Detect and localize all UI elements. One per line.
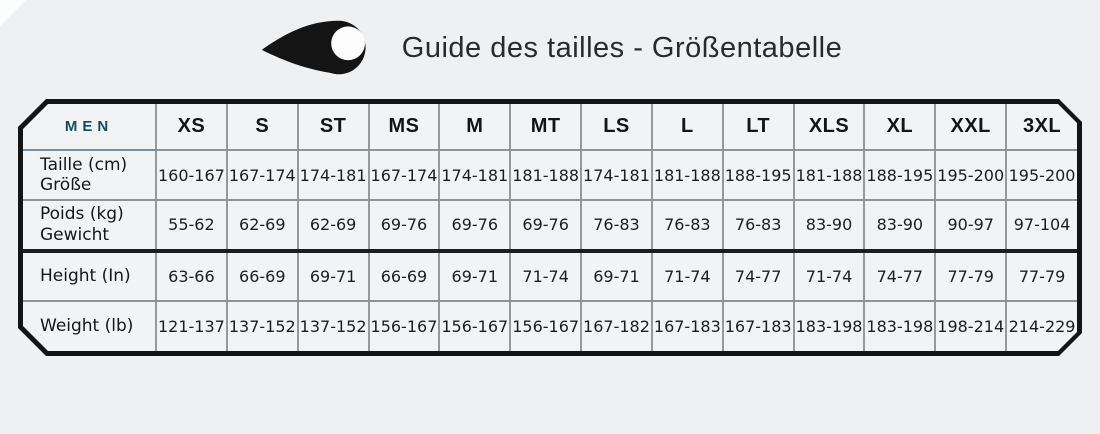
size-value-cell: 183-198 xyxy=(794,301,865,351)
size-column-header-xxl: XXL xyxy=(935,104,1006,150)
size-column-header-ls: LS xyxy=(581,104,652,150)
size-value-cell: 76-83 xyxy=(723,200,794,250)
size-value-cell: 183-198 xyxy=(864,301,935,351)
size-value-cell: 97-104 xyxy=(1006,200,1077,250)
size-table-body: Taille (cm) Größe 160-167 167-174 174-181 167… xyxy=(23,150,1077,351)
size-value-cell: 83-90 xyxy=(794,200,865,250)
size-value-cell: 167-183 xyxy=(723,301,794,351)
size-value-cell: 71-74 xyxy=(510,251,581,301)
size-column-header-l: L xyxy=(652,104,723,150)
size-value-cell: 167-183 xyxy=(652,301,723,351)
header: Guide des tailles - Größentabelle xyxy=(0,6,1100,90)
size-value-cell: 69-71 xyxy=(298,251,369,301)
size-value-cell: 55-62 xyxy=(156,200,227,250)
page-corner-fold xyxy=(0,0,26,26)
size-value-cell: 174-181 xyxy=(581,150,652,200)
size-column-header-mt: MT xyxy=(510,104,581,150)
size-value-cell: 77-79 xyxy=(935,251,1006,301)
row-label: Taille (cm) Größe xyxy=(23,150,156,200)
size-column-header-st: ST xyxy=(298,104,369,150)
size-value-cell: 77-79 xyxy=(1006,251,1077,301)
size-value-cell: 76-83 xyxy=(652,200,723,250)
size-column-header-ms: MS xyxy=(369,104,440,150)
size-value-cell: 198-214 xyxy=(935,301,1006,351)
size-value-cell: 156-167 xyxy=(510,301,581,351)
row-label: Weight (lb) xyxy=(40,316,134,337)
table-row: Weight (lb) 121-137 137-152 137-152 156-167 1… xyxy=(23,301,1077,351)
size-column-header-xs: XS xyxy=(156,104,227,150)
size-value-cell: 167-174 xyxy=(369,150,440,200)
row-label: Poids (kg) Gewicht xyxy=(23,200,156,250)
size-value-cell: 174-181 xyxy=(439,150,510,200)
size-value-cell: 167-182 xyxy=(581,301,652,351)
size-value-cell: 181-188 xyxy=(794,150,865,200)
size-column-header-m: M xyxy=(439,104,510,150)
size-value-cell: 174-181 xyxy=(298,150,369,200)
size-value-cell: 69-76 xyxy=(510,200,581,250)
size-value-cell: 181-188 xyxy=(652,150,723,200)
size-value-cell: 69-71 xyxy=(439,251,510,301)
size-column-header-xls: XLS xyxy=(794,104,865,150)
size-value-cell: 167-174 xyxy=(227,150,298,200)
size-value-cell: 71-74 xyxy=(652,251,723,301)
size-value-cell: 156-167 xyxy=(369,301,440,351)
size-value-cell: 181-188 xyxy=(510,150,581,200)
size-value-cell: 121-137 xyxy=(156,301,227,351)
size-value-cell: 74-77 xyxy=(864,251,935,301)
size-value-cell: 188-195 xyxy=(864,150,935,200)
table-row: Poids (kg) Gewicht 55-62 62-69 62-69 69-76 69-… xyxy=(23,200,1077,250)
size-column-header-xl: XL xyxy=(864,104,935,150)
size-value-cell: 195-200 xyxy=(935,150,1006,200)
size-header-row: MEN XS S ST MS M MT LS L LT XLS XL XXL 3XL xyxy=(23,104,1077,150)
size-value-cell: 71-74 xyxy=(794,251,865,301)
size-value-cell: 156-167 xyxy=(439,301,510,351)
size-value-cell: 90-97 xyxy=(935,200,1006,250)
page-title: Guide des tailles - Größentabelle xyxy=(401,31,843,64)
gender-group-label: MEN xyxy=(23,104,156,150)
size-value-cell: 137-152 xyxy=(298,301,369,351)
size-value-cell: 69-76 xyxy=(439,200,510,250)
size-column-header-3xl: 3XL xyxy=(1006,104,1077,150)
size-value-cell: 66-69 xyxy=(369,251,440,301)
size-table: MEN XS S ST MS M MT LS L LT XLS XL XXL 3XL Taille (c… xyxy=(23,104,1077,351)
size-value-cell: 74-77 xyxy=(723,251,794,301)
size-value-cell: 214-229 xyxy=(1006,301,1077,351)
size-value-cell: 188-195 xyxy=(723,150,794,200)
row-label: Height (In) xyxy=(23,251,156,301)
table-row: Height (In) 63-66 66-69 69-71 66-69 69-71 71-7… xyxy=(23,251,1077,301)
size-value-cell: 62-69 xyxy=(227,200,298,250)
size-column-header-s: S xyxy=(227,104,298,150)
size-table-frame: MEN XS S ST MS M MT LS L LT XLS XL XXL 3XL Taille (c… xyxy=(18,99,1082,356)
size-value-cell: 137-152 xyxy=(227,301,298,351)
size-value-cell: 83-90 xyxy=(864,200,935,250)
size-value-cell: 76-83 xyxy=(581,200,652,250)
size-value-cell: 195-200 xyxy=(1006,150,1077,200)
table-row: Taille (cm) Größe 160-167 167-174 174-181 167… xyxy=(23,150,1077,200)
size-value-cell: 160-167 xyxy=(156,150,227,200)
size-value-cell: 66-69 xyxy=(227,251,298,301)
size-value-cell: 69-76 xyxy=(369,200,440,250)
size-value-cell: 62-69 xyxy=(298,200,369,250)
size-value-cell: 69-71 xyxy=(581,251,652,301)
size-value-cell: 63-66 xyxy=(156,251,227,301)
size-column-header-lt: LT xyxy=(723,104,794,150)
comet-teardrop-logo-icon xyxy=(261,20,366,75)
size-guide-table: MEN XS S ST MS M MT LS L LT XLS XL XXL 3XL Taille (c… xyxy=(23,104,1077,351)
